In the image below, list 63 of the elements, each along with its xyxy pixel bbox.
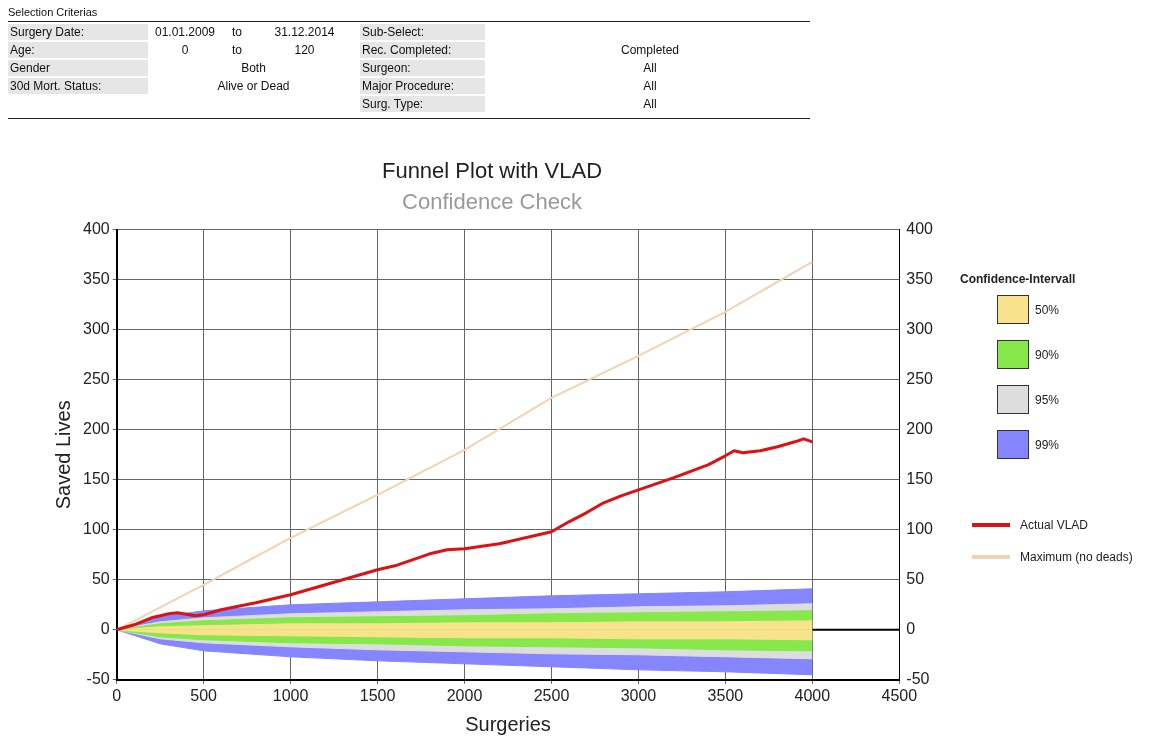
text: 0 (180, 42, 190, 58)
text: Surgery Date: (8, 24, 148, 40)
y-tick-label: 250 (82, 370, 110, 388)
x-axis-title: Surgeries (465, 712, 551, 735)
y-tick-label: 50 (91, 570, 110, 588)
legend-label: 90% (1035, 347, 1060, 362)
y2-tick-label: 0 (906, 620, 916, 638)
y2-tick-label: 150 (906, 470, 934, 488)
text: to (231, 42, 243, 58)
legend-title: Confidence-Intervall (960, 272, 1077, 286)
chart-subtitle: Confidence Check (402, 188, 583, 214)
x-tick-label: 3500 (707, 686, 744, 704)
y2-tick-label: 250 (906, 370, 934, 388)
text: Surg. Type: (360, 96, 485, 112)
text: Selection Criterias (8, 5, 99, 20)
y2-tick-label: 350 (906, 270, 934, 288)
text: All (642, 96, 658, 112)
text: 31.12.2014 (273, 24, 336, 40)
legend-label: Actual VLAD (1020, 518, 1089, 532)
legend-label: 95% (1035, 392, 1060, 407)
text: 01.01.2009 (153, 24, 217, 40)
y2-tick-label: -50 (906, 670, 930, 688)
y-tick-label: 350 (82, 270, 110, 288)
x-tick-label: 2000 (446, 686, 483, 704)
x-tick-label: 0 (112, 686, 122, 704)
y2-tick-label: 100 (906, 520, 934, 538)
text: Age: (8, 42, 148, 58)
y-tick-label: 150 (82, 470, 110, 488)
text: Rec. Completed: (360, 42, 485, 58)
text: to (231, 24, 243, 40)
chart-title: Funnel Plot with VLAD (381, 158, 603, 184)
y-tick-label: 400 (82, 220, 110, 238)
text: All (642, 78, 658, 94)
x-tick-label: 4500 (881, 686, 918, 704)
text: 30d Mort. Status: (8, 78, 148, 94)
y2-tick-label: 300 (906, 320, 934, 338)
legend-label: 99% (1035, 437, 1060, 452)
x-tick-label: 1000 (272, 686, 309, 704)
y-tick-label: 0 (100, 620, 110, 638)
text: 120 (293, 42, 316, 58)
y-tick-label: 300 (82, 320, 110, 338)
text: All (642, 60, 658, 76)
y-axis-title: Saved Lives (51, 400, 74, 510)
text: Both (240, 60, 267, 76)
legend-label: 50% (1035, 302, 1060, 317)
text: Major Procedure: (360, 78, 485, 94)
y2-tick-label: 200 (906, 420, 934, 438)
y-tick-label: 200 (82, 420, 110, 438)
x-tick-label: 2500 (533, 686, 570, 704)
text: Sub-Select: (360, 24, 485, 40)
text: Alive or Dead (216, 78, 291, 94)
x-tick-label: 3000 (620, 686, 657, 704)
x-tick-label: 1500 (359, 686, 396, 704)
x-tick-label: 4000 (794, 686, 831, 704)
y-tick-label: -50 (86, 670, 110, 688)
x-tick-label: 500 (190, 686, 218, 704)
legend-label: Maximum (no deads) (1020, 550, 1133, 564)
text: Surgeon: (360, 60, 485, 76)
y-tick-label: 100 (82, 520, 110, 538)
text: Completed (620, 42, 680, 58)
text: Gender (8, 60, 148, 76)
y2-tick-label: 400 (906, 220, 934, 238)
y2-tick-label: 50 (906, 570, 925, 588)
